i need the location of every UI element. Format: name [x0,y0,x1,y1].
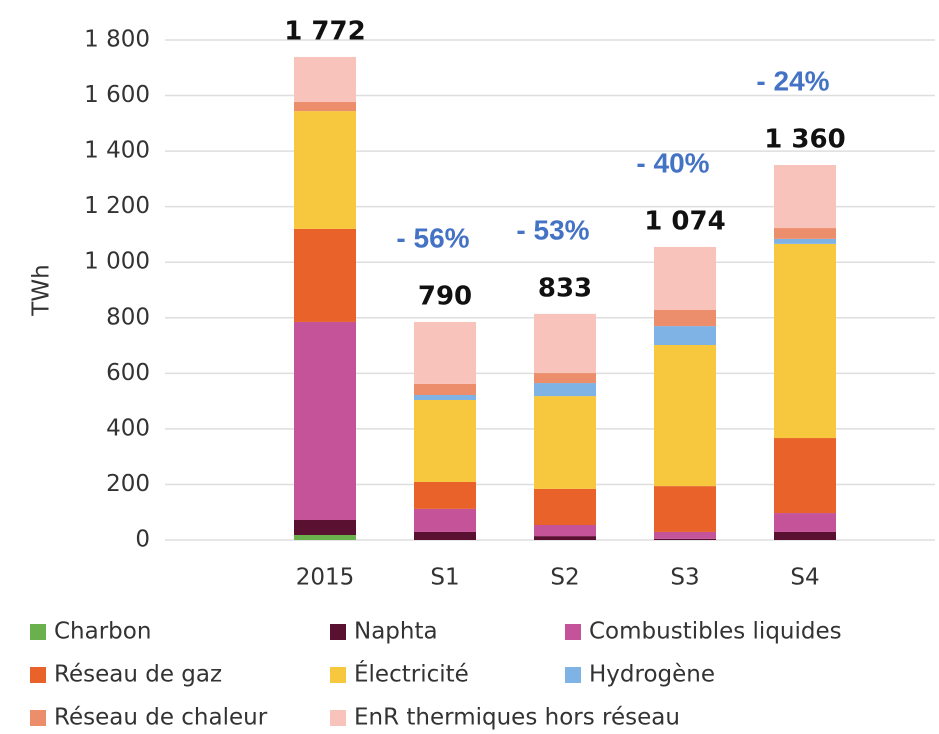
y-tick-label: 0 [135,527,150,553]
bar-segment [414,508,476,532]
y-tick-label: 400 [106,415,150,441]
legend-swatch [330,624,346,640]
total-label: 1 772 [284,16,365,46]
bar-segment [294,321,356,520]
bar-segment [534,383,596,397]
bar-segment [654,538,716,540]
bar-segment [774,243,836,439]
legend-swatch [30,624,46,640]
legend-label: Réseau de gaz [54,662,222,688]
bar-segment [294,520,356,535]
total-label: 790 [418,281,472,311]
bar-segment [654,345,716,487]
bar-segment [294,56,356,102]
bar-segment [534,396,596,489]
legend-label: Naphta [354,619,438,645]
total-label: 1 360 [764,125,845,155]
bar-segment [774,165,836,229]
x-tick-label: S4 [790,565,819,591]
y-tick-label: 1 000 [84,249,150,275]
y-tick-label: 1 600 [84,82,150,108]
y-tick-label: 1 400 [84,138,150,164]
bar-segment [654,246,716,310]
bar-segment [774,513,836,532]
legend-swatch [565,624,581,640]
bar-segment [654,486,716,532]
bar-segment [654,326,716,345]
bar-segment [654,310,716,327]
change-label: - 53% [516,214,589,245]
x-tick-label: 2015 [296,565,355,591]
change-label: - 56% [396,222,469,253]
change-label: - 24% [756,65,829,96]
bar-segment [774,438,836,514]
bar-segment [534,313,596,374]
legend-swatch [30,667,46,683]
bar-segment [414,395,476,400]
legend-label: Électricité [354,660,469,688]
bar-segment [294,535,356,540]
legend-swatch [30,710,46,726]
bar-segment [294,228,356,322]
y-axis-label: TWh [29,264,55,316]
y-tick-label: 1 200 [84,193,150,219]
x-tick-label: S2 [550,565,579,591]
bar-segment [774,531,836,540]
total-label: 833 [538,273,592,303]
legend-label: Combustibles liquides [589,619,842,645]
bar-segment [534,525,596,537]
legend-swatch [565,667,581,683]
y-tick-label: 800 [106,304,150,330]
x-tick-label: S1 [430,565,459,591]
bar-segment [414,481,476,509]
bar-segment [414,531,476,540]
bar-segment [774,228,836,239]
bar-segment [534,536,596,540]
legend-label: Hydrogène [589,662,715,688]
bar-segment [774,238,836,244]
legend-swatch [330,667,346,683]
legend-label: Charbon [54,619,151,645]
y-tick-label: 200 [106,471,150,497]
y-tick-label: 1 800 [84,27,150,53]
bar-segment [414,383,476,395]
bar-segment [294,101,356,112]
legend-label: EnR thermiques hors réseau [354,705,680,731]
y-tick-label: 600 [106,360,150,386]
legend-label: Réseau de chaleur [54,705,268,731]
total-label: 1 074 [644,206,725,236]
bar-segment [654,531,716,539]
bar-segment [414,400,476,482]
bar-segment [414,321,476,384]
legend-swatch [330,710,346,726]
x-tick-label: S3 [670,565,699,591]
bar-segment [534,373,596,384]
change-label: - 40% [636,147,709,178]
bar-segment [294,111,356,229]
bar-segment [534,488,596,525]
